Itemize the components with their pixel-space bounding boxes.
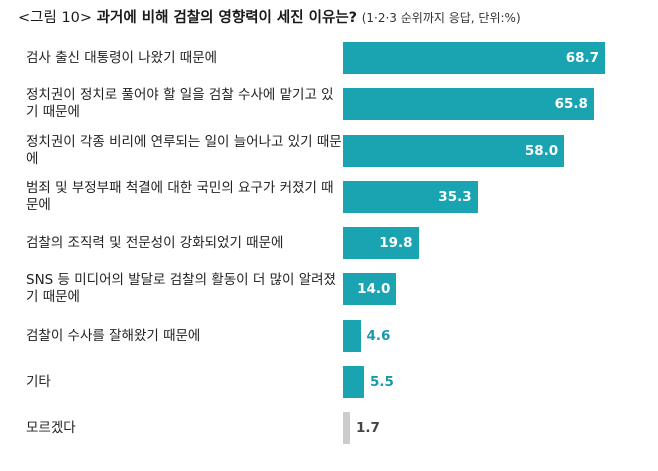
chart-main-title: 과거에 비해 검찰의 영향력이 세진 이유는? (96, 10, 358, 26)
value-label: 65.8 (554, 96, 588, 112)
bar (343, 42, 605, 74)
figure-label: <그림 10> (18, 10, 93, 26)
bar (343, 181, 478, 213)
chart-subtitle: (1·2·3 순위까지 응답, 단위:%) (361, 11, 521, 25)
bar (343, 135, 565, 167)
value-label: 4.6 (366, 328, 391, 344)
category-label: 검찰이 수사를 잘해왔기 때문에 (26, 327, 201, 344)
value-label: 68.7 (565, 50, 599, 66)
bar (343, 412, 350, 444)
value-label: 58.0 (524, 143, 559, 159)
category-label: 정치권이 각종 비리에 연루되는 일이 늘어나고 있기 때문에 (26, 134, 342, 167)
category-label: 기타 (26, 373, 51, 390)
category-label: 검찰의 조직력 및 전문성이 강화되었기 때문에 (26, 234, 284, 251)
category-label: 모르겠다 (26, 419, 76, 436)
value-label: 19.8 (379, 235, 413, 251)
category-label: SNS 등 미디어의 발달로 검찰의 활동이 더 많이 알려졌기 때문에 (26, 272, 336, 305)
chart-title: <그림 10> 과거에 비해 검찰의 영향력이 세진 이유는? (1·2·3 순… (18, 9, 521, 27)
category-label: 정치권이 정치로 풀어야 할 일을 검찰 수사에 맡기고 있기 때문에 (26, 87, 334, 120)
bar (343, 366, 364, 398)
value-label: 14.0 (357, 281, 391, 297)
bar (343, 88, 594, 120)
bar (343, 320, 361, 352)
value-label: 35.3 (438, 189, 472, 205)
bar (343, 227, 419, 259)
value-label: 1.7 (356, 420, 380, 436)
value-label: 5.5 (369, 374, 394, 390)
bar (343, 273, 397, 305)
category-label: 범죄 및 부정부패 척결에 대한 국민의 요구가 커졌기 때문에 (26, 180, 334, 213)
category-label: 검사 출신 대통령이 나왔기 때문에 (26, 49, 218, 66)
